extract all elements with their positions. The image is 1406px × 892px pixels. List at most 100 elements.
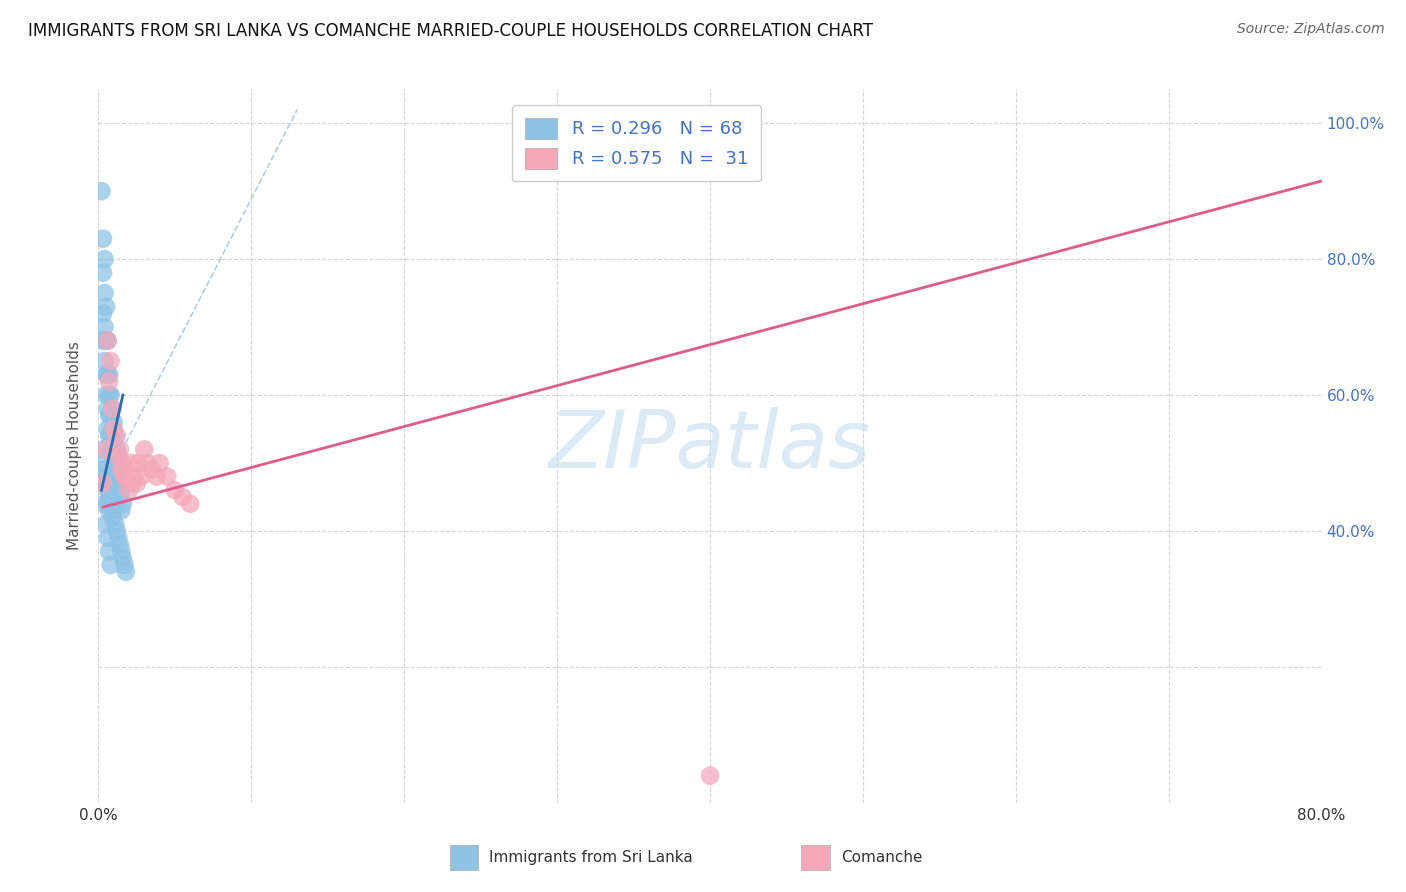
Point	[98, 429, 121, 443]
Point	[105, 463, 128, 477]
Point	[93, 252, 115, 266]
Point	[91, 476, 114, 491]
Point	[104, 429, 127, 443]
Point	[93, 476, 115, 491]
Point	[98, 544, 121, 558]
Point	[103, 415, 125, 429]
Point	[110, 544, 132, 558]
Point	[108, 490, 131, 504]
Point	[103, 469, 125, 483]
Point	[108, 469, 131, 483]
Point	[100, 354, 122, 368]
Point	[107, 476, 129, 491]
Point	[100, 558, 122, 572]
Point	[104, 517, 127, 532]
Point	[100, 497, 122, 511]
Point	[97, 401, 120, 416]
Point	[105, 429, 128, 443]
Point	[112, 469, 135, 483]
Point	[141, 463, 163, 477]
Point	[93, 497, 115, 511]
Text: IMMIGRANTS FROM SRI LANKA VS COMANCHE MARRIED-COUPLE HOUSEHOLDS CORRELATION CHAR: IMMIGRANTS FROM SRI LANKA VS COMANCHE MA…	[28, 22, 873, 40]
Point	[121, 476, 143, 491]
Point	[110, 483, 132, 498]
Point	[98, 375, 121, 389]
Point	[93, 286, 115, 301]
Point	[98, 368, 121, 382]
Point	[94, 442, 117, 457]
Point	[91, 476, 114, 491]
Point	[97, 334, 120, 348]
Point	[98, 409, 121, 423]
Point	[100, 388, 122, 402]
Point	[94, 368, 117, 382]
Point	[163, 483, 186, 498]
Point	[103, 503, 125, 517]
Point	[129, 469, 152, 483]
Point	[98, 490, 121, 504]
Point	[94, 300, 117, 314]
Point	[94, 334, 117, 348]
Point	[103, 422, 125, 436]
Point	[91, 232, 114, 246]
Point	[122, 469, 145, 483]
Point	[125, 476, 148, 491]
Point	[103, 456, 125, 470]
Point	[115, 469, 138, 483]
Point	[107, 456, 129, 470]
Point	[107, 531, 129, 545]
Y-axis label: Married-couple Households: Married-couple Households	[67, 342, 83, 550]
Point	[91, 463, 114, 477]
Point	[110, 503, 132, 517]
Point	[98, 503, 121, 517]
Point	[98, 388, 121, 402]
Point	[93, 456, 115, 470]
Point	[97, 334, 120, 348]
Point	[149, 456, 172, 470]
Point	[94, 388, 117, 402]
Point	[97, 531, 120, 545]
Point	[101, 442, 124, 457]
Text: Source: ZipAtlas.com: Source: ZipAtlas.com	[1237, 22, 1385, 37]
Point	[91, 442, 114, 457]
Text: ZIPatlas: ZIPatlas	[548, 407, 872, 485]
Point	[91, 306, 114, 320]
Point	[93, 354, 115, 368]
Point	[108, 537, 131, 551]
Point	[699, 769, 721, 783]
Point	[105, 442, 128, 457]
Point	[115, 565, 138, 579]
Point	[156, 469, 179, 483]
Point	[108, 442, 131, 457]
Point	[145, 469, 167, 483]
Point	[110, 463, 132, 477]
Point	[107, 449, 129, 463]
Point	[90, 184, 112, 198]
Point	[179, 497, 201, 511]
Point	[97, 483, 120, 498]
Point	[134, 442, 156, 457]
Point	[97, 368, 120, 382]
Point	[101, 401, 124, 416]
Point	[127, 456, 149, 470]
Point	[105, 524, 128, 538]
Point	[91, 334, 114, 348]
Point	[111, 497, 134, 511]
Point	[111, 456, 134, 470]
Point	[136, 456, 159, 470]
Point	[112, 558, 135, 572]
Point	[93, 320, 115, 334]
Text: Immigrants from Sri Lanka: Immigrants from Sri Lanka	[489, 850, 693, 864]
Point	[97, 422, 120, 436]
Point	[101, 510, 124, 524]
Point	[104, 449, 127, 463]
Point	[94, 517, 117, 532]
Point	[120, 456, 142, 470]
Point	[101, 401, 124, 416]
Point	[91, 266, 114, 280]
Point	[94, 469, 117, 483]
Point	[118, 483, 141, 498]
Point	[103, 435, 125, 450]
Point	[172, 490, 194, 504]
Text: Comanche: Comanche	[841, 850, 922, 864]
